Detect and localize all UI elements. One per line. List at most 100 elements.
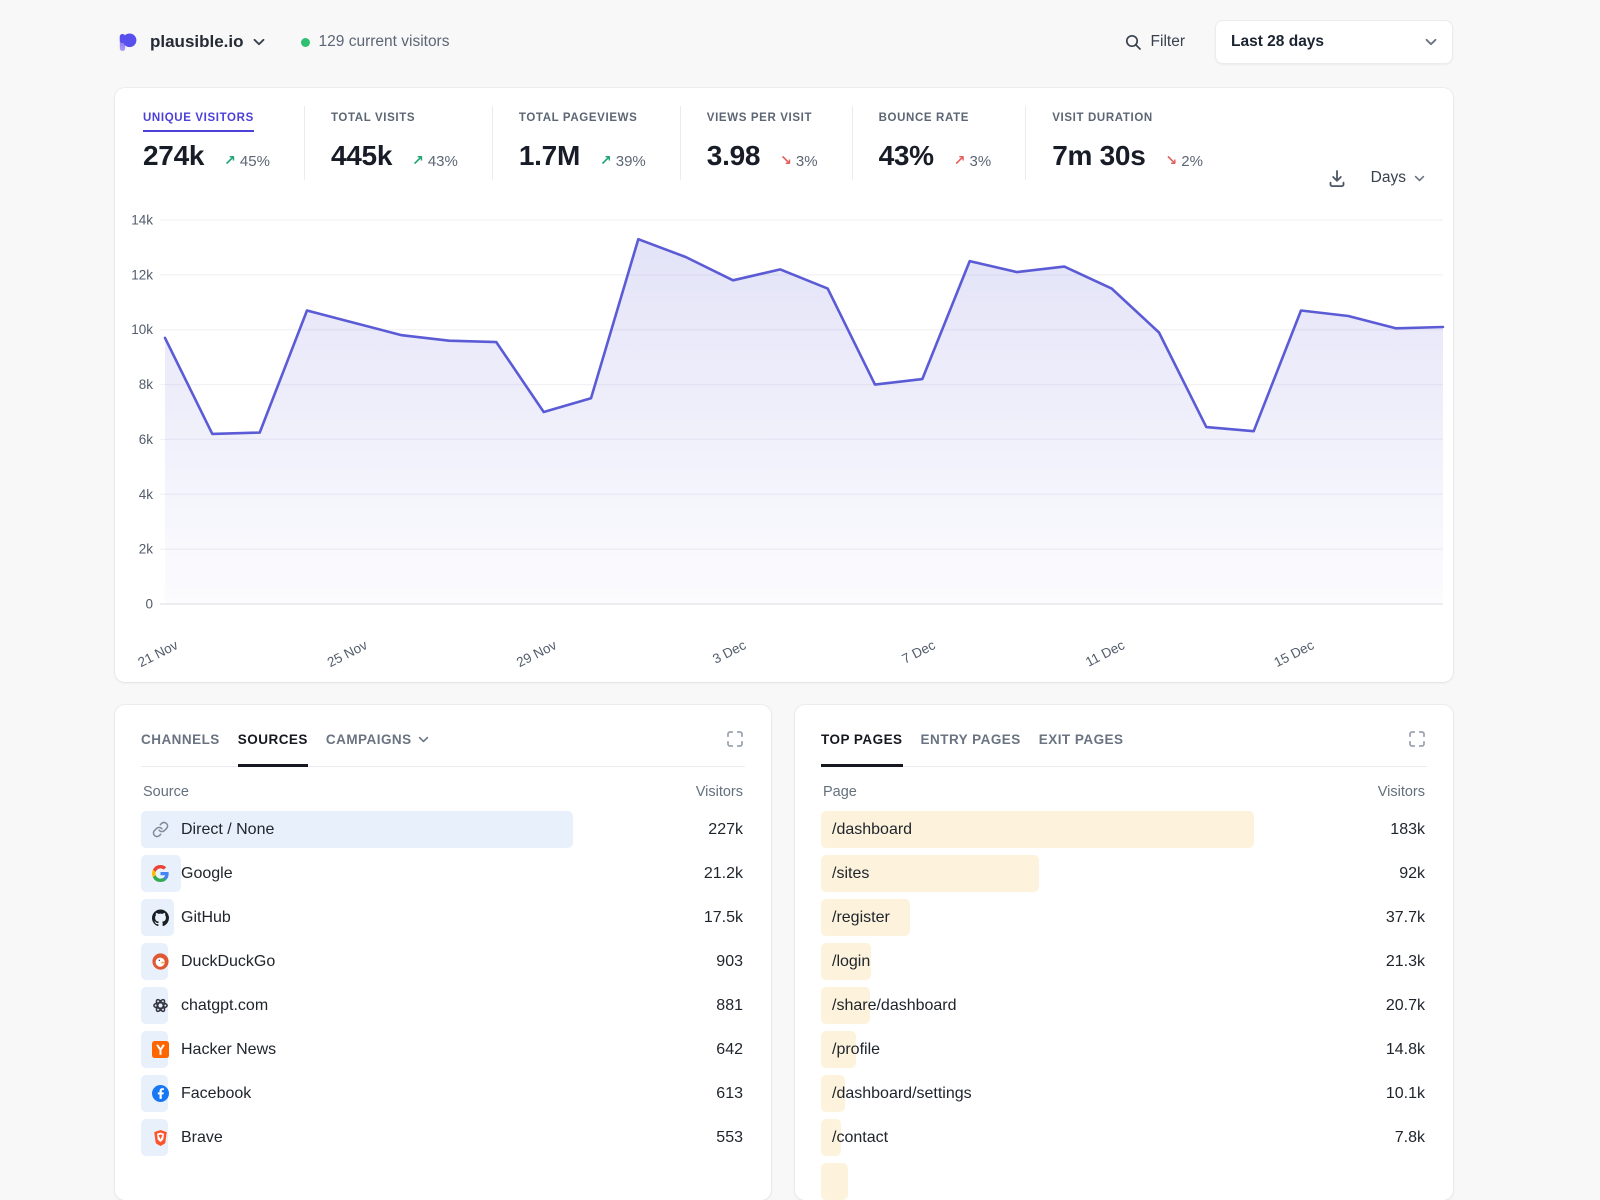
arrow-up-icon: ↗ — [412, 153, 424, 169]
row-value: 553 — [716, 1128, 743, 1146]
source-row-facebook[interactable]: Facebook 613 — [141, 1075, 745, 1112]
svg-text:21 Nov: 21 Nov — [135, 637, 180, 670]
page-row-contact[interactable]: /contact 7.8k — [821, 1119, 1427, 1156]
site-switcher[interactable]: plausible.io — [115, 29, 265, 55]
svg-text:8k: 8k — [139, 377, 154, 392]
row-bar — [821, 1119, 841, 1156]
pages-columns: Page Visitors — [823, 784, 1425, 800]
tab-label: TOP PAGES — [821, 731, 903, 747]
row-text: DuckDuckGo — [181, 952, 276, 970]
row-value: 227k — [708, 820, 743, 838]
partial-row — [821, 1163, 1427, 1200]
metric-total-pageviews[interactable]: TOTAL PAGEVIEWS 1.7M ↗ 39% — [491, 106, 680, 180]
link-icon — [152, 821, 169, 838]
filter-button[interactable]: Filter — [1124, 33, 1185, 51]
row-bar — [821, 811, 1255, 848]
row-label: /sites — [821, 865, 869, 883]
chatgpt-icon — [152, 997, 169, 1014]
page-row-profile[interactable]: /profile 14.8k — [821, 1031, 1427, 1068]
svg-text:10k: 10k — [131, 322, 153, 337]
page-row-login[interactable]: /login 21.3k — [821, 943, 1427, 980]
metric-total-visits[interactable]: TOTAL VISITS 445k ↗ 43% — [303, 106, 492, 180]
metric-value: 1.7M — [518, 140, 581, 171]
duckduckgo-icon — [152, 953, 169, 970]
svg-text:6k: 6k — [139, 432, 154, 447]
expand-icon[interactable] — [1407, 729, 1427, 749]
svg-text:25 Nov: 25 Nov — [325, 637, 370, 670]
svg-text:0: 0 — [145, 597, 153, 612]
tab-entry-pages[interactable]: ENTRY PAGES — [921, 732, 1021, 747]
source-row-github[interactable]: GitHub 17.5k — [141, 899, 745, 936]
row-label: /share/dashboard — [821, 997, 957, 1015]
source-row-direct-none[interactable]: Direct / None 227k — [141, 811, 745, 848]
metric-label: VISIT DURATION — [1052, 112, 1153, 124]
row-value: 183k — [1390, 820, 1425, 838]
download-button[interactable] — [1327, 168, 1347, 188]
page-row-share-dashboard[interactable]: /share/dashboard 20.7k — [821, 987, 1427, 1024]
row-label: /dashboard/settings — [821, 1085, 972, 1103]
source-row-brave[interactable]: Brave 553 — [141, 1119, 745, 1156]
svg-text:3 Dec: 3 Dec — [710, 637, 748, 666]
expand-icon[interactable] — [725, 729, 745, 749]
row-bar — [821, 899, 911, 936]
metric-bounce-rate[interactable]: BOUNCE RATE 43% ↗ 3% — [851, 106, 1026, 180]
github-icon — [152, 909, 169, 926]
hackernews-icon — [152, 1041, 169, 1058]
page-row-dashboard-settings[interactable]: /dashboard/settings 10.1k — [821, 1075, 1427, 1112]
current-visitors[interactable]: 129 current visitors — [300, 33, 449, 51]
chevron-down-icon — [253, 38, 265, 46]
row-text: Direct / None — [181, 820, 275, 838]
date-range-selector[interactable]: Last 28 days — [1215, 20, 1453, 64]
page-row-dashboard[interactable]: /dashboard 183k — [821, 811, 1427, 848]
tab-label: CAMPAIGNS — [325, 731, 412, 747]
metric-value: 43% — [878, 140, 934, 171]
row-text: Google — [181, 864, 233, 882]
visitors-card: UNIQUE VISITORS 274k ↗ 45% TOTAL VISITS 445k ↗… — [115, 88, 1453, 682]
live-dot-icon — [300, 37, 310, 47]
row-value: 92k — [1399, 864, 1425, 882]
page-row-sites[interactable]: /sites 92k — [821, 855, 1427, 892]
interval-value: Days — [1370, 169, 1406, 186]
interval-selector[interactable]: Days — [1371, 169, 1425, 187]
pages-rows: /dashboard 183k/sites 92k/register 37.7k/lo… — [821, 811, 1427, 1200]
row-value: 903 — [716, 952, 743, 970]
row-text: /dashboard — [832, 820, 913, 838]
svg-text:11 Dec: 11 Dec — [1083, 637, 1127, 669]
row-label: Facebook — [141, 1085, 251, 1103]
row-value: 10.1k — [1385, 1084, 1425, 1102]
tab-exit-pages[interactable]: EXIT PAGES — [1039, 732, 1124, 747]
page-row-register[interactable]: /register 37.7k — [821, 899, 1427, 936]
svg-text:15 Dec: 15 Dec — [1271, 637, 1316, 670]
row-label: Brave — [141, 1129, 223, 1147]
source-row-google[interactable]: Google 21.2k — [141, 855, 745, 892]
metric-unique-visitors[interactable]: UNIQUE VISITORS 274k ↗ 45% — [143, 106, 304, 180]
tab-campaigns[interactable]: CAMPAIGNS — [326, 732, 429, 747]
row-label: Google — [141, 865, 233, 883]
row-value: 613 — [716, 1084, 743, 1102]
svg-text:2k: 2k — [139, 542, 154, 557]
column-source: Source — [143, 784, 189, 800]
tab-sources[interactable]: SOURCES — [237, 732, 308, 767]
plausible-logo-icon — [115, 29, 141, 55]
source-row-hacker-news[interactable]: Hacker News 642 — [141, 1031, 745, 1068]
metric-views-per-visit[interactable]: VIEWS PER VISIT 3.98 ↘ 3% — [679, 106, 852, 180]
date-range-value: Last 28 days — [1231, 33, 1325, 50]
tab-channels[interactable]: CHANNELS — [141, 732, 220, 747]
arrow-up-icon: ↗ — [224, 153, 236, 169]
row-label: /contact — [821, 1129, 888, 1147]
row-text: /register — [832, 908, 890, 926]
tab-top-pages[interactable]: TOP PAGES — [821, 731, 903, 767]
metric-change: ↗ 45% — [224, 152, 270, 170]
row-text: Facebook — [181, 1084, 252, 1102]
row-text: /profile — [832, 1040, 881, 1058]
column-page: Page — [823, 784, 857, 800]
sources-tabs: CHANNELS SOURCES CAMPAIGNS — [141, 729, 745, 767]
source-row-chatgpt-com[interactable]: chatgpt.com 881 — [141, 987, 745, 1024]
source-row-duckduckgo[interactable]: DuckDuckGo 903 — [141, 943, 745, 980]
row-value: 20.7k — [1385, 996, 1425, 1014]
metric-visit-duration[interactable]: VISIT DURATION 7m 30s ↘ 2% — [1025, 106, 1237, 180]
pages-tabs: TOP PAGES ENTRY PAGES EXIT PAGES — [821, 729, 1427, 767]
row-label: /dashboard — [821, 821, 912, 839]
metric-label: UNIQUE VISITORS — [143, 112, 254, 132]
arrow-down-icon: ↘ — [780, 153, 792, 169]
